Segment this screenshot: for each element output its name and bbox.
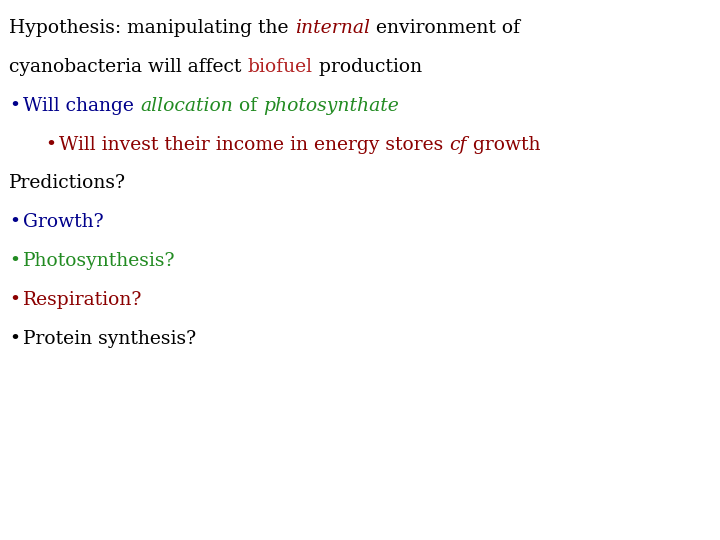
Text: cf: cf — [449, 136, 467, 153]
Text: growth: growth — [467, 136, 541, 153]
Text: internal: internal — [295, 19, 370, 37]
Text: •: • — [9, 213, 20, 231]
Text: •: • — [9, 97, 20, 114]
Text: of: of — [233, 97, 264, 114]
Text: Photosynthesis?: Photosynthesis? — [23, 252, 176, 270]
Text: Will change: Will change — [23, 97, 140, 114]
Text: Growth?: Growth? — [23, 213, 104, 231]
Text: •: • — [9, 252, 20, 270]
Text: environment of: environment of — [370, 19, 520, 37]
Text: Will invest their income in energy stores: Will invest their income in energy store… — [59, 136, 449, 153]
Text: production: production — [312, 58, 422, 76]
Text: photosynthate: photosynthate — [264, 97, 399, 114]
Text: •: • — [45, 136, 56, 153]
Text: allocation: allocation — [140, 97, 233, 114]
Text: Hypothesis: manipulating the: Hypothesis: manipulating the — [9, 19, 295, 37]
Text: •: • — [9, 291, 20, 309]
Text: •: • — [9, 330, 20, 348]
Text: biofuel: biofuel — [248, 58, 312, 76]
Text: cyanobacteria will affect: cyanobacteria will affect — [9, 58, 248, 76]
Text: Respiration?: Respiration? — [23, 291, 143, 309]
Text: Protein synthesis?: Protein synthesis? — [23, 330, 197, 348]
Text: Predictions?: Predictions? — [9, 174, 127, 192]
